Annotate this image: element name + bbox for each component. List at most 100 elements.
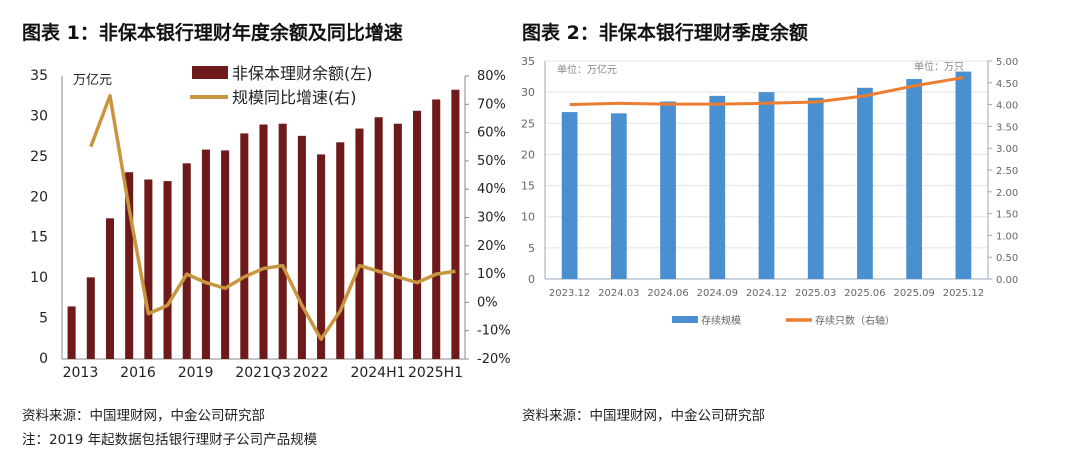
- bar: [432, 99, 441, 359]
- x-tick-label: 2024.12: [746, 288, 787, 299]
- bar: [144, 179, 153, 359]
- y-left-tick-label: 35: [521, 55, 535, 68]
- bar: [807, 97, 824, 280]
- y-left-tick-label: 25: [30, 149, 48, 165]
- bar: [221, 150, 230, 359]
- y-right-tick-label: 2.50: [996, 166, 1018, 177]
- y-right-tick-label: 4.00: [996, 101, 1018, 112]
- footnote-1: 注：2019 年起数据包括银行理财子公司产品规模: [22, 432, 318, 448]
- legend-bar-swatch: [192, 66, 228, 79]
- y-right-tick-label: 20%: [477, 239, 506, 254]
- bar: [561, 112, 578, 280]
- y-left-tick-label: 15: [521, 180, 535, 193]
- bar: [412, 110, 422, 359]
- bar: [336, 142, 345, 359]
- x-tick-label: 2022: [293, 365, 329, 381]
- y-right-tick-label: 5.00: [996, 57, 1018, 68]
- bar: [105, 218, 115, 359]
- legend-line-label: 规模同比增速(右): [232, 88, 357, 107]
- y-right-tick-label: 70%: [477, 97, 506, 112]
- legend-bar-swatch: [672, 316, 698, 323]
- x-tick-label: 2025.12: [943, 288, 984, 299]
- y-right-tick-label: 2.00: [996, 188, 1018, 199]
- y-left-tick-label: 5: [528, 242, 535, 255]
- y-left-tick-label: 0: [39, 351, 48, 367]
- bar: [67, 306, 76, 359]
- x-tick-label: 2021Q3: [235, 365, 291, 381]
- x-tick-label: 2025.03: [795, 288, 836, 299]
- y-right-tick-label: 30%: [477, 211, 506, 226]
- x-tick-label: 2024H1: [350, 365, 405, 381]
- y-left-tick-label: 10: [30, 270, 48, 286]
- bar: [201, 149, 210, 359]
- x-tick-label: 2025H1: [408, 365, 463, 381]
- y-left-tick-label: 0: [528, 273, 535, 286]
- y-right-tick-label: 3.50: [996, 122, 1018, 133]
- x-tick-label: 2024.06: [647, 288, 688, 299]
- y-left-tick-label: 30: [30, 108, 48, 124]
- bar: [758, 92, 775, 280]
- source-note-1: 资料来源：中国理财网，中金公司研究部: [22, 408, 265, 424]
- y-right-tick-label: 80%: [477, 69, 506, 84]
- y-right-tick-label: 3.00: [996, 144, 1018, 155]
- bar: [709, 95, 726, 279]
- bar: [374, 117, 383, 359]
- x-tick-label: 2025.09: [893, 288, 934, 299]
- legend-bar-label: 存续规模: [701, 314, 741, 327]
- left-axis-unit: 万亿元: [73, 73, 112, 88]
- y-left-tick-label: 25: [521, 117, 535, 130]
- x-tick-label: 2013: [63, 365, 99, 381]
- y-right-tick-label: 1.00: [996, 231, 1018, 242]
- x-tick-label: 2019: [178, 365, 214, 381]
- bar: [278, 123, 287, 359]
- bar: [259, 124, 268, 359]
- y-left-tick-label: 20: [521, 148, 535, 161]
- bar: [86, 277, 95, 359]
- y-right-tick-label: -20%: [477, 352, 511, 367]
- y-right-tick-label: 10%: [477, 267, 506, 282]
- bar: [297, 135, 306, 359]
- y-right-tick-label: 0.00: [996, 275, 1018, 286]
- left-axis-unit: 单位：万亿元: [557, 63, 617, 76]
- bar: [317, 154, 326, 359]
- bar: [393, 123, 402, 359]
- y-right-tick-label: 0.50: [996, 253, 1018, 264]
- bar: [906, 79, 923, 279]
- y-left-tick-label: 20: [30, 189, 48, 205]
- y-right-tick-label: 4.50: [996, 79, 1018, 90]
- bar: [451, 89, 460, 359]
- x-tick-label: 2023.12: [549, 288, 590, 299]
- y-left-tick-label: 5: [39, 311, 48, 327]
- bar: [955, 71, 972, 280]
- bar: [163, 181, 172, 359]
- y-left-tick-label: 30: [521, 86, 535, 99]
- bar: [610, 113, 627, 279]
- chart1-title: 图表 1：非保本银行理财年度余额及同比增速: [22, 22, 403, 44]
- y-right-tick-label: 50%: [477, 154, 506, 169]
- y-left-tick-label: 35: [30, 68, 48, 84]
- line-series: [89, 94, 456, 341]
- y-right-tick-label: 40%: [477, 182, 506, 197]
- y-left-tick-label: 15: [30, 230, 48, 246]
- y-right-tick-label: 0%: [477, 295, 498, 310]
- right-axis-unit: 单位：万只: [914, 60, 964, 73]
- x-tick-label: 2016: [120, 365, 156, 381]
- bar: [125, 172, 134, 359]
- x-tick-label: 2025.06: [844, 288, 885, 299]
- legend-line-label: 存续只数（右轴）: [815, 314, 895, 327]
- y-right-tick-label: 60%: [477, 126, 506, 141]
- chart2-title: 图表 2：非保本银行理财季度余额: [522, 22, 808, 44]
- source-note-2: 资料来源：中国理财网，中金公司研究部: [522, 408, 765, 424]
- bar: [355, 128, 364, 359]
- bar: [182, 163, 191, 359]
- bar: [857, 87, 873, 279]
- legend-bar-label: 非保本理财余额(左): [232, 64, 373, 83]
- y-left-tick-label: 10: [521, 211, 535, 224]
- bar: [660, 101, 676, 279]
- bar: [240, 133, 249, 359]
- x-tick-label: 2024.09: [697, 288, 738, 299]
- y-right-tick-label: 1.50: [996, 210, 1018, 221]
- x-tick-label: 2024.03: [598, 288, 639, 299]
- y-right-tick-label: -10%: [477, 324, 511, 339]
